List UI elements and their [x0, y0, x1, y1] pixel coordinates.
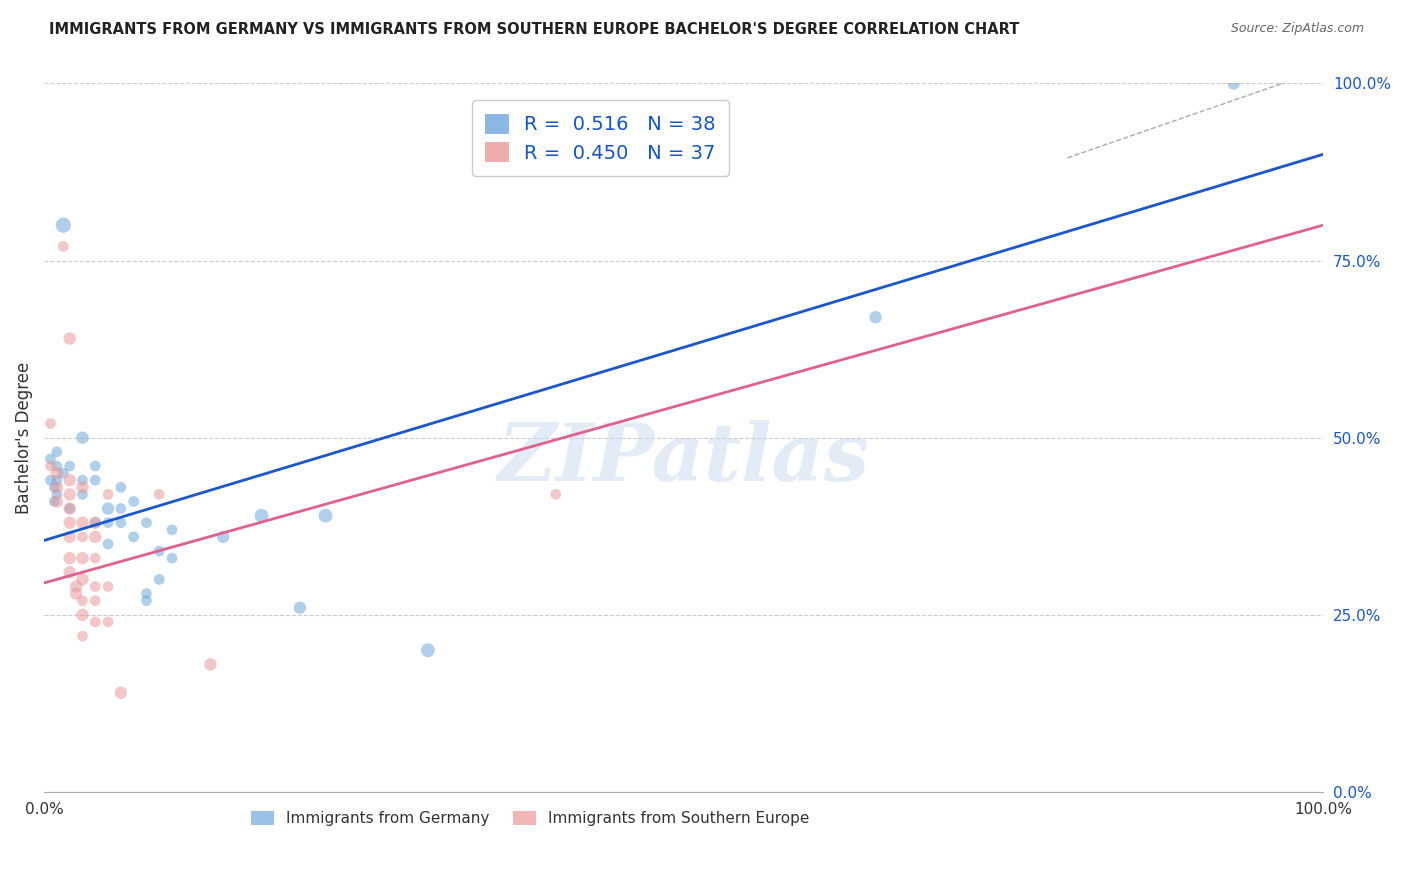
- Point: [97, 501, 120, 516]
- Point: [45, 487, 67, 501]
- Point: [72, 593, 94, 607]
- Point: [84, 530, 107, 544]
- Point: [110, 480, 132, 494]
- Point: [148, 544, 170, 558]
- Point: [45, 494, 67, 508]
- Point: [39, 452, 62, 467]
- Point: [65, 579, 87, 593]
- Point: [72, 551, 94, 566]
- Point: [84, 516, 107, 530]
- Point: [45, 480, 67, 494]
- Point: [97, 615, 120, 629]
- Point: [148, 573, 170, 587]
- Point: [72, 431, 94, 445]
- Legend: Immigrants from Germany, Immigrants from Southern Europe: Immigrants from Germany, Immigrants from…: [243, 804, 817, 834]
- Point: [84, 473, 107, 487]
- Point: [1222, 77, 1244, 91]
- Point: [59, 487, 82, 501]
- Point: [135, 516, 157, 530]
- Point: [135, 593, 157, 607]
- Point: [52, 466, 75, 480]
- Point: [45, 473, 67, 487]
- Point: [97, 579, 120, 593]
- Point: [200, 657, 222, 672]
- Text: ZIPatlas: ZIPatlas: [498, 420, 870, 498]
- Point: [212, 530, 235, 544]
- Point: [148, 487, 170, 501]
- Y-axis label: Bachelor's Degree: Bachelor's Degree: [15, 361, 32, 514]
- Point: [110, 686, 132, 700]
- Point: [72, 473, 94, 487]
- Point: [59, 501, 82, 516]
- Point: [315, 508, 337, 523]
- Point: [122, 494, 145, 508]
- Point: [160, 551, 183, 566]
- Point: [84, 551, 107, 566]
- Point: [250, 508, 273, 523]
- Point: [52, 239, 75, 253]
- Point: [72, 607, 94, 622]
- Point: [45, 445, 67, 459]
- Text: Source: ZipAtlas.com: Source: ZipAtlas.com: [1230, 22, 1364, 36]
- Point: [45, 466, 67, 480]
- Point: [44, 480, 66, 494]
- Point: [52, 218, 75, 232]
- Point: [84, 593, 107, 607]
- Point: [59, 473, 82, 487]
- Point: [59, 566, 82, 580]
- Point: [72, 480, 94, 494]
- Point: [135, 586, 157, 600]
- Point: [84, 458, 107, 473]
- Point: [72, 487, 94, 501]
- Point: [72, 573, 94, 587]
- Point: [59, 501, 82, 516]
- Point: [65, 586, 87, 600]
- Point: [39, 458, 62, 473]
- Point: [72, 629, 94, 643]
- Point: [110, 516, 132, 530]
- Point: [97, 487, 120, 501]
- Point: [544, 487, 567, 501]
- Point: [39, 473, 62, 487]
- Point: [865, 310, 887, 325]
- Point: [97, 516, 120, 530]
- Point: [416, 643, 439, 657]
- Point: [44, 494, 66, 508]
- Point: [97, 537, 120, 551]
- Point: [122, 530, 145, 544]
- Point: [84, 516, 107, 530]
- Point: [59, 331, 82, 345]
- Text: IMMIGRANTS FROM GERMANY VS IMMIGRANTS FROM SOUTHERN EUROPE BACHELOR'S DEGREE COR: IMMIGRANTS FROM GERMANY VS IMMIGRANTS FR…: [49, 22, 1019, 37]
- Point: [288, 600, 311, 615]
- Point: [59, 551, 82, 566]
- Point: [59, 530, 82, 544]
- Point: [110, 501, 132, 516]
- Point: [59, 458, 82, 473]
- Point: [45, 458, 67, 473]
- Point: [39, 417, 62, 431]
- Point: [84, 615, 107, 629]
- Point: [72, 516, 94, 530]
- Point: [160, 523, 183, 537]
- Point: [59, 516, 82, 530]
- Point: [72, 530, 94, 544]
- Point: [84, 579, 107, 593]
